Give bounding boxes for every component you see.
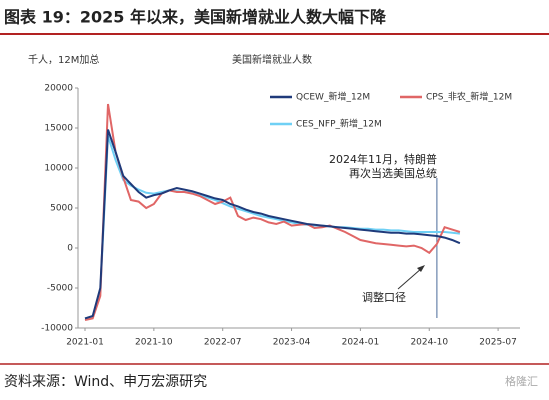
legend-label: CES_NFP_新增_12M [296, 118, 382, 130]
y-tick-label: -5000 [47, 284, 73, 294]
watermark: 格隆汇 [505, 374, 538, 388]
annotation-arrow [397, 267, 423, 290]
annotation-text: 调整口径 [362, 290, 406, 304]
y-tick-label: 20000 [44, 84, 73, 94]
source: 资料来源：Wind、申万宏源研究 [4, 374, 207, 390]
series-line [84, 129, 461, 320]
x-tick-label: 2025-07 [479, 338, 517, 348]
y-tick-label: 10000 [44, 164, 73, 174]
y-tick-label: 5000 [50, 204, 73, 214]
x-tick-label: 2024-10 [410, 338, 448, 348]
series-line [84, 135, 461, 320]
y-tick-label: 0 [67, 244, 73, 254]
legend-label: QCEW_新增_12M [296, 91, 370, 103]
chart-title: 图表 19：2025 年以来，美国新增就业人数大幅下降 [4, 8, 387, 27]
annotation-text: 2024年11月，特朗普 [329, 152, 437, 166]
y-axis-label: 千人，12M加总 [28, 53, 99, 66]
x-tick-label: 2021-10 [135, 338, 173, 348]
annotation-arrowhead [417, 265, 425, 272]
y-tick-label: -10000 [41, 324, 73, 334]
x-tick-label: 2024-01 [342, 338, 380, 348]
annotation-text: 再次当选美国总统 [349, 166, 437, 180]
series-line [84, 103, 461, 321]
y-tick-label: 15000 [44, 124, 73, 134]
x-tick-label: 2021-01 [66, 338, 104, 348]
legend-label: CPS_非农_新增_12M [426, 91, 512, 103]
x-tick-label: 2022-07 [204, 338, 242, 348]
chart-subtitle: 美国新增就业人数 [232, 53, 312, 66]
x-tick-label: 2023-04 [273, 338, 311, 348]
